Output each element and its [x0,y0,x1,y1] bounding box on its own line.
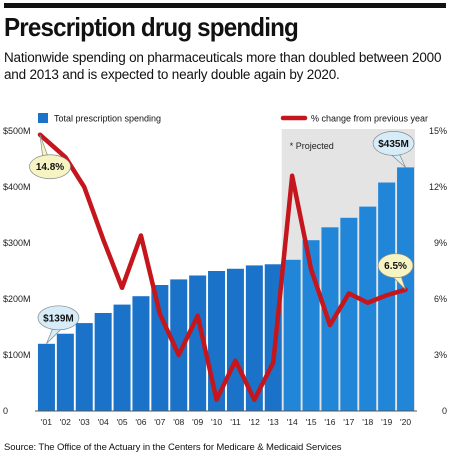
right-tick-label: 12% [429,182,447,192]
right-tick-label: 15% [429,126,447,136]
bar [37,343,55,411]
callouts: 14.8% $139M $435M 6.5% [29,131,415,345]
right-tick-label: 3% [434,350,447,360]
bar [283,259,301,411]
callout: 6.5% [377,253,414,290]
legend-swatch-bar [38,113,48,123]
x-tick-label: '16 [324,417,335,427]
callout: 14.8% [29,134,71,180]
bar [151,285,169,411]
callout: $435M [372,131,415,168]
chart-title: Prescription drug spending [4,12,299,42]
right-tick-label: 0 [442,406,447,416]
callout-bubble [37,305,80,331]
x-tick-label: '08 [173,417,184,427]
callout-label: 6.5% [384,261,407,272]
left-tick-label: $200M [3,294,31,304]
x-tick-label: '13 [268,417,279,427]
x-tick-label: '12 [249,417,260,427]
callout-bubble [372,131,415,156]
x-tick-label: '20 [400,417,411,427]
legend-label-line: % change from previous year [311,114,428,124]
bar [132,296,150,411]
bar [340,217,358,411]
left-tick-label: $500M [3,126,31,136]
x-axis: '01 '02 '03 '04 '05 '06 '07 '08 '09 '10 '11 '12 '13 '… [41,417,411,427]
x-tick-label: '18 [362,417,373,427]
bar [189,275,207,411]
chart-subtitle: Nationwide spending on pharmaceuticals m… [4,50,442,82]
callout-label: 14.8% [36,162,64,173]
x-tick-label: '14 [287,417,298,427]
left-axis: 0 $100M $200M $300M $400M $500M [3,126,31,416]
x-tick-label: '04 [98,417,109,427]
callout-label: $139M [43,313,74,324]
x-tick-label: '02 [60,417,71,427]
bar [245,265,263,411]
left-tick-label: $400M [3,182,31,192]
x-tick-label: '11 [230,417,241,427]
x-tick-label: '01 [41,417,52,427]
bar [56,333,74,411]
legend-label-bar: Total prescription spending [54,114,161,124]
x-tick-label: '19 [381,417,392,427]
x-tick-label: '03 [79,417,90,427]
percent-line [37,132,408,403]
left-tick-label: 0 [3,406,8,416]
left-tick-label: $300M [3,238,31,248]
legend: Total prescription spending % change from… [38,113,428,124]
right-tick-label: 6% [434,294,447,304]
bar [113,304,131,411]
bar [359,206,377,411]
x-tick-label: '15 [306,417,317,427]
right-axis: 0 3% 6% 9% 12% 15% [429,126,447,416]
x-tick-label: '07 [154,417,165,427]
bar [226,268,244,411]
callout-bubble [29,154,71,180]
source-note: Source: The Office of the Actuary in the… [4,442,342,453]
callout-bubble [377,253,414,279]
bar [170,279,188,411]
callout-label: $435M [378,139,409,150]
right-tick-label: 9% [434,238,447,248]
bar [75,323,93,411]
series-line [37,132,408,403]
callout: $139M [37,305,80,345]
top-rule [4,3,446,8]
x-tick-label: '05 [117,417,128,427]
chart: * Projected 0 $100M $200M $300M $400M $500M 0… [3,113,447,427]
x-tick-label: '06 [135,417,146,427]
bar [94,313,112,411]
x-tick-label: '17 [343,417,354,427]
x-tick-label: '10 [211,417,222,427]
x-tick-label: '09 [192,417,203,427]
left-tick-label: $100M [3,350,31,360]
projected-label: * Projected [290,141,334,151]
